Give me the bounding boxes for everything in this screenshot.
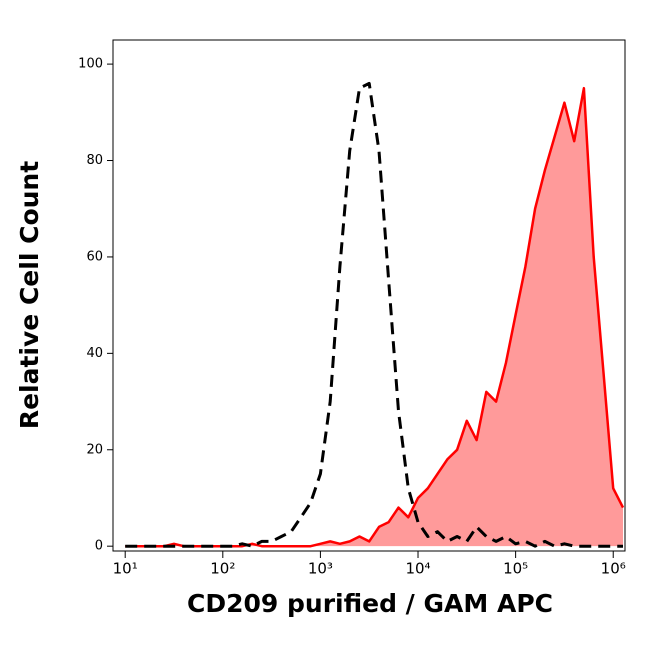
y-tick-label: 100 bbox=[78, 57, 103, 72]
x-tick-label: 10⁶ bbox=[601, 560, 626, 578]
x-tick-label: 10³ bbox=[308, 560, 333, 578]
y-axis-title: Relative Cell Count bbox=[15, 161, 44, 429]
x-tick-label: 10⁴ bbox=[405, 560, 430, 578]
line bbox=[125, 81, 623, 548]
x-tick-label: 10¹ bbox=[113, 560, 138, 578]
area bbox=[125, 88, 623, 547]
plot-frame bbox=[112, 39, 626, 552]
x-tick-label: 10⁵ bbox=[503, 560, 528, 578]
y-tick-label: 60 bbox=[86, 249, 103, 264]
y-tick-label: 80 bbox=[86, 153, 103, 168]
y-tick-label: 40 bbox=[86, 346, 103, 361]
x-tick-label: 10² bbox=[210, 560, 235, 578]
x-axis-title: CD209 purified / GAM APC bbox=[187, 589, 553, 618]
y-tick-label: 20 bbox=[86, 442, 103, 457]
y-tick-label: 0 bbox=[95, 539, 103, 554]
